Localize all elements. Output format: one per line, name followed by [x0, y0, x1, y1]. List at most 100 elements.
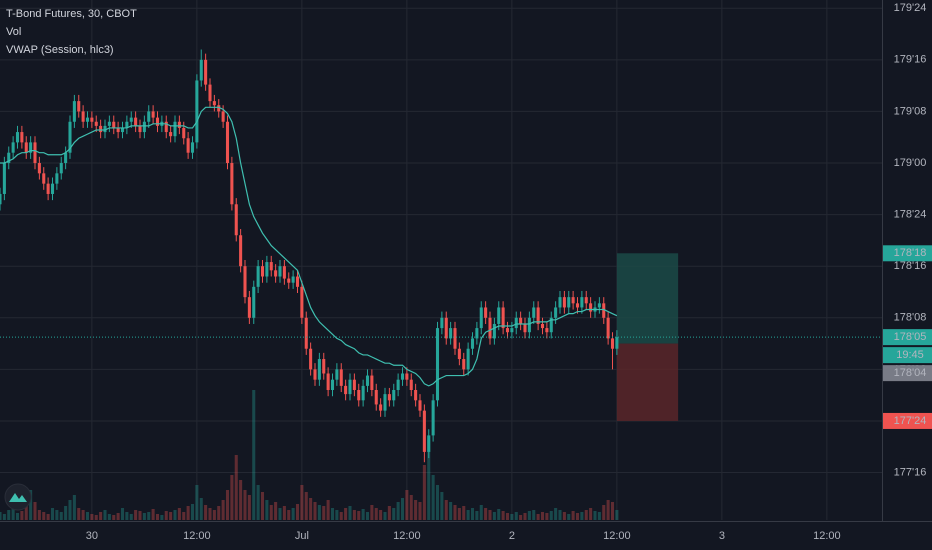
volume-bar: [274, 502, 278, 520]
candle-body: [510, 328, 514, 333]
candle-body: [414, 390, 418, 401]
candle-body: [479, 307, 483, 329]
vwap-line: [0, 106, 618, 387]
candle-body: [470, 338, 475, 349]
candle-body: [252, 286, 256, 318]
candle-body: [29, 142, 33, 153]
candle-body: [304, 317, 308, 349]
candle-body: [575, 303, 580, 308]
volume-bar: [322, 506, 326, 520]
candle-body: [409, 379, 413, 390]
candle-body: [584, 297, 588, 304]
stop-label-bg: [883, 412, 932, 429]
candle-body: [129, 117, 133, 122]
target-label: 178'18: [894, 247, 927, 259]
volume-bar: [204, 505, 208, 520]
volume-bar: [151, 509, 155, 520]
volume-bar: [361, 509, 365, 520]
volume-bar: [50, 508, 55, 520]
volume-bar: [199, 498, 203, 520]
volume-bar: [392, 508, 396, 520]
candle-body: [269, 262, 273, 271]
volume-bar: [532, 510, 536, 520]
candle-body: [2, 163, 6, 194]
candle-body: [387, 394, 391, 401]
volume-bar: [479, 505, 483, 520]
volume-bar: [7, 510, 11, 520]
volume-bar: [230, 475, 234, 520]
volume-bar: [370, 505, 374, 520]
volume-bar: [64, 506, 68, 520]
volume-bar: [554, 508, 558, 520]
y-tick-label: 178'16: [894, 260, 927, 272]
last-price-label-bg: [883, 329, 932, 346]
candle-body: [562, 297, 566, 308]
candles-layer: [0, 49, 619, 463]
candle-body: [383, 394, 387, 411]
volume-bar: [265, 500, 269, 520]
volume-bar: [160, 515, 164, 520]
candle-body: [300, 286, 304, 318]
candle-body: [55, 173, 59, 184]
candle-body: [532, 307, 536, 318]
volume-bar: [55, 510, 59, 520]
candle-body: [15, 132, 20, 143]
position-profit: [616, 253, 679, 344]
candle-body: [134, 117, 138, 126]
legend-vwap: VWAP (Session, hlc3): [6, 44, 114, 56]
candle-body: [278, 266, 282, 277]
candle-body: [317, 359, 321, 380]
y-tick-label: 178'24: [894, 209, 927, 221]
x-tick-label: Jul: [295, 530, 309, 542]
volume-bar: [42, 512, 46, 520]
candle-body: [107, 121, 111, 126]
volume-bar: [33, 502, 37, 520]
y-tick-label: 177'16: [894, 466, 927, 478]
candle-body: [230, 163, 234, 205]
candle-body: [11, 142, 15, 153]
volume-bar: [256, 485, 260, 520]
candle-body: [103, 125, 107, 133]
volume-bar: [155, 514, 160, 520]
candle-body: [558, 297, 562, 308]
candle-body: [7, 152, 11, 164]
volume-bar: [317, 505, 321, 520]
candle-body: [440, 317, 444, 329]
volume-bar: [558, 510, 562, 520]
volume-bar: [466, 510, 470, 520]
axes-layer: 179'24179'16179'08179'00178'24178'16178'…: [86, 2, 932, 542]
candle-body: [514, 317, 518, 329]
candle-body: [225, 121, 230, 164]
volume-bar: [125, 512, 129, 520]
candle-body: [112, 121, 116, 128]
volume-bar: [374, 508, 378, 520]
candle-body: [291, 276, 295, 283]
entry-label-bg: [883, 365, 932, 382]
candle-body: [457, 348, 461, 360]
logo: [4, 483, 32, 511]
volume-bar: [107, 514, 111, 520]
volume-bar: [81, 510, 85, 520]
volume-bar: [514, 512, 518, 520]
x-tick-label: 3: [719, 530, 725, 542]
overlay-layer: [0, 106, 882, 387]
candle-body: [221, 111, 225, 122]
volume-bar: [208, 508, 212, 520]
volume-bar: [396, 502, 400, 520]
volume-bar: [234, 455, 238, 520]
y-tick-label: 179'00: [894, 157, 927, 169]
candle-body: [549, 317, 553, 333]
candle-body: [64, 152, 68, 164]
candle-body: [326, 373, 330, 390]
volume-bar: [20, 511, 24, 520]
volume-bar: [492, 512, 496, 520]
volume-bar: [405, 490, 409, 520]
last-price-label: 178'05: [894, 331, 927, 343]
candle-body: [147, 111, 151, 122]
candle-body: [77, 101, 81, 112]
volume-bar: [221, 500, 225, 520]
volume-bar: [291, 508, 295, 520]
x-tick-label: 12:00: [183, 530, 211, 542]
